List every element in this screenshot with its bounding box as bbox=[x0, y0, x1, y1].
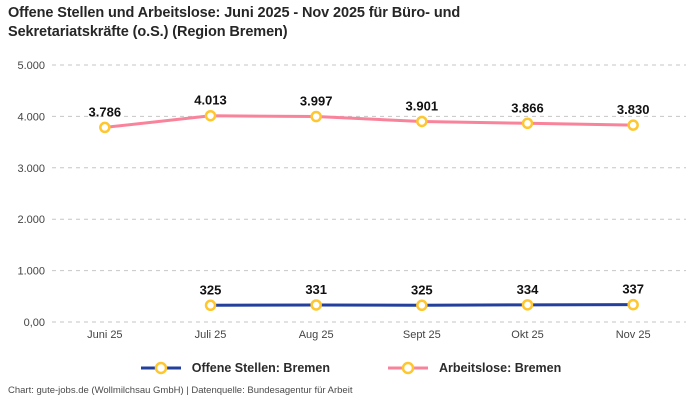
data-point-marker-arbeitslose-bremen bbox=[416, 115, 428, 128]
data-point-marker-arbeitslose-bremen bbox=[627, 119, 639, 131]
data-point-label-offene-stellen-bremen: 325 bbox=[411, 282, 433, 297]
legend-label-arbeitslose-bremen: Arbeitslose: Bremen bbox=[438, 361, 562, 375]
data-point-marker-offene-stellen-bremen bbox=[204, 299, 217, 312]
y-tick-label: 4.000 bbox=[17, 111, 45, 123]
chart-source-note: Chart: gute-jobs.de (Wollmilchsau GmbH) … bbox=[8, 385, 353, 396]
y-tick-label: 5.000 bbox=[17, 60, 45, 72]
y-tick-label: 3.000 bbox=[17, 163, 45, 175]
y-tick-label: 2.000 bbox=[17, 214, 45, 226]
legend-marker-icon bbox=[401, 361, 415, 375]
x-tick-label: Sept 25 bbox=[403, 329, 441, 341]
data-point-label-arbeitslose-bremen: 3.866 bbox=[511, 100, 544, 115]
data-point-label-arbeitslose-bremen: 3.786 bbox=[89, 104, 122, 119]
chart-legend: Offene Stellen: Bremen Arbeitslose: Breme… bbox=[0, 360, 700, 376]
data-point-label-arbeitslose-bremen: 4.013 bbox=[194, 93, 227, 108]
chart-title: Offene Stellen und Arbeitslose: Juni 202… bbox=[8, 5, 461, 40]
x-tick-label: Aug 25 bbox=[299, 329, 334, 341]
x-tick-label: Juni 25 bbox=[87, 329, 122, 341]
data-point-marker-arbeitslose-bremen bbox=[521, 117, 534, 130]
legend-swatch-offene-stellen-bremen bbox=[140, 361, 181, 375]
x-tick-label: Juli 25 bbox=[195, 329, 227, 341]
data-point-label-offene-stellen-bremen: 331 bbox=[305, 282, 327, 297]
series-line-arbeitslose-bremen bbox=[103, 114, 635, 129]
data-point-marker-arbeitslose-bremen bbox=[99, 121, 111, 134]
legend-swatch-arbeitslose-bremen bbox=[387, 361, 428, 375]
data-point-marker-arbeitslose-bremen bbox=[310, 110, 322, 123]
data-point-label-offene-stellen-bremen: 337 bbox=[622, 282, 644, 297]
legend-marker-icon bbox=[154, 361, 167, 375]
data-point-label-arbeitslose-bremen: 3.830 bbox=[617, 102, 650, 117]
data-point-label-offene-stellen-bremen: 325 bbox=[200, 282, 222, 297]
data-point-marker-arbeitslose-bremen bbox=[204, 109, 217, 122]
data-point-marker-offene-stellen-bremen bbox=[416, 299, 428, 312]
data-point-marker-offene-stellen-bremen bbox=[627, 298, 639, 311]
data-point-marker-offene-stellen-bremen bbox=[521, 299, 534, 311]
y-tick-label: 1.000 bbox=[17, 266, 45, 278]
data-point-label-arbeitslose-bremen: 3.997 bbox=[300, 94, 333, 109]
y-tick-label: 0,00 bbox=[24, 317, 45, 329]
x-tick-label: Nov 25 bbox=[616, 329, 651, 341]
data-point-label-offene-stellen-bremen: 334 bbox=[517, 282, 539, 297]
x-tick-label: Okt 25 bbox=[511, 329, 543, 341]
legend-label-offene-stellen-bremen: Offene Stellen: Bremen bbox=[191, 361, 330, 375]
data-point-marker-offene-stellen-bremen bbox=[310, 299, 322, 311]
data-point-label-arbeitslose-bremen: 3.901 bbox=[406, 98, 439, 113]
legend-item-arbeitslose-bremen: Arbeitslose: Bremen bbox=[386, 360, 561, 376]
legend-item-offene-stellen-bremen: Offene Stellen: Bremen bbox=[139, 360, 330, 376]
